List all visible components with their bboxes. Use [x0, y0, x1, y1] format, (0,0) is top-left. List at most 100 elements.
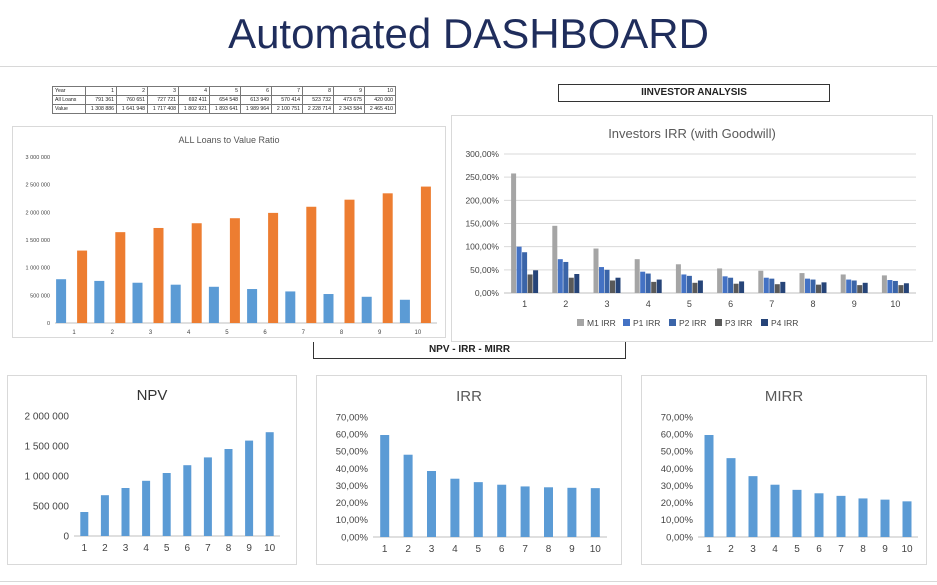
x-tick-label: 10	[890, 299, 900, 309]
x-tick-label: 7	[522, 544, 528, 555]
bar	[77, 250, 88, 323]
bar	[634, 259, 640, 293]
x-tick-label: 9	[569, 544, 575, 555]
bar	[80, 512, 89, 536]
irr-chart-panel: IRR 0,00% 10,00% 20,00% 30,00% 40,00% 50,00% 60…	[316, 375, 622, 565]
bar	[268, 212, 279, 323]
legend-swatch	[715, 319, 722, 326]
x-tick-label: 6	[728, 299, 733, 309]
bar	[898, 285, 904, 293]
bar	[162, 473, 171, 536]
bar	[821, 282, 827, 293]
bar	[846, 279, 852, 293]
bar	[224, 449, 233, 536]
table-cell: 760 651	[116, 95, 148, 105]
x-tick-label: 2	[728, 544, 734, 555]
y-tick-label: 70,00%	[336, 412, 369, 423]
x-tick-label: 4	[646, 299, 651, 309]
x-tick-label: 5	[687, 299, 692, 309]
table-cell: 727 721	[147, 95, 179, 105]
table-cell: 420 000	[364, 95, 396, 105]
table-cell: 2 100 751	[271, 104, 303, 114]
y-tick-label: 30,00%	[336, 481, 369, 492]
x-tick-label: 1	[72, 330, 76, 336]
bar	[599, 267, 604, 293]
bar	[686, 275, 692, 293]
bar	[739, 281, 745, 293]
bar	[851, 280, 857, 293]
y-tick-label: 300,00%	[465, 149, 499, 159]
x-tick-label: 7	[205, 543, 211, 554]
legend-swatch	[623, 319, 630, 326]
bar	[567, 487, 577, 537]
bar	[563, 261, 569, 293]
bar	[382, 193, 393, 323]
x-tick-label: 7	[302, 330, 306, 336]
footer-divider	[0, 581, 937, 582]
x-tick-label: 7	[769, 299, 774, 309]
x-tick-label: 4	[452, 544, 458, 555]
bar	[203, 457, 212, 536]
y-tick-label: 1 500 000	[26, 238, 50, 244]
x-tick-label: 4	[187, 330, 191, 336]
legend-label: P3 IRR	[725, 318, 752, 328]
bar	[208, 286, 219, 323]
x-tick-label: 6	[263, 330, 267, 336]
y-tick-label: 0,00%	[475, 288, 500, 298]
bar	[763, 277, 769, 293]
x-tick-label: 4	[143, 543, 149, 554]
legend-swatch	[669, 319, 676, 326]
table-cell: 10	[364, 86, 396, 96]
y-tick-label: 2 500 000	[26, 183, 50, 189]
y-tick-label: 0,00%	[341, 532, 368, 543]
bar	[403, 454, 413, 537]
y-tick-label: 0	[63, 532, 69, 543]
bar	[121, 488, 130, 536]
bar	[115, 232, 126, 323]
x-tick-label: 10	[264, 543, 276, 554]
y-tick-label: 500 000	[30, 293, 50, 299]
x-tick-label: 6	[499, 544, 505, 555]
table-cell: 692 411	[178, 95, 210, 105]
y-tick-label: 500 000	[33, 502, 70, 513]
y-tick-label: 1 000 000	[25, 472, 70, 483]
x-tick-label: 5	[164, 543, 170, 554]
x-tick-label: 2	[111, 330, 115, 336]
bar	[651, 281, 657, 293]
row-header: All Loans	[52, 95, 86, 105]
table-cell: 1	[85, 86, 117, 96]
bar	[681, 274, 687, 293]
y-tick-label: 2 000 000	[26, 210, 50, 216]
y-tick-label: 50,00%	[336, 447, 369, 458]
table-cell: 570 414	[271, 95, 303, 105]
y-tick-label: 60,00%	[661, 429, 694, 440]
y-tick-label: 70,00%	[661, 412, 694, 423]
x-tick-label: 5	[225, 330, 229, 336]
bar	[361, 296, 372, 323]
bar	[544, 487, 553, 537]
mirr-chart: MIRR 0,00% 10,00% 20,00% 30,00% 40,00% 50,00% 6…	[661, 388, 918, 555]
table-cell: 8	[302, 86, 334, 96]
y-tick-label: 2 000 000	[25, 412, 70, 423]
table-cell: 3	[147, 86, 179, 96]
bar	[247, 289, 258, 323]
y-tick-label: 60,00%	[336, 429, 369, 440]
y-tick-label: 0,00%	[666, 532, 693, 543]
table-cell: 7	[271, 86, 303, 96]
bar	[399, 299, 410, 323]
bar	[245, 440, 254, 536]
bar	[56, 279, 67, 323]
bar	[533, 270, 539, 293]
legend-swatch	[761, 319, 768, 326]
x-tick-label: 8	[546, 544, 552, 555]
y-tick-label: 30,00%	[661, 481, 694, 492]
chart-title: NPV	[137, 387, 168, 404]
bar	[722, 276, 728, 293]
bar	[153, 227, 164, 323]
x-tick-label: 9	[246, 543, 252, 554]
x-tick-label: 1	[706, 544, 712, 555]
legend-label: M1 IRR	[587, 318, 616, 328]
table-row: Year 1 2 3 4 5 6 7 8 9 10	[52, 86, 396, 96]
row-header: Value	[52, 104, 86, 114]
y-tick-label: 20,00%	[336, 498, 369, 509]
